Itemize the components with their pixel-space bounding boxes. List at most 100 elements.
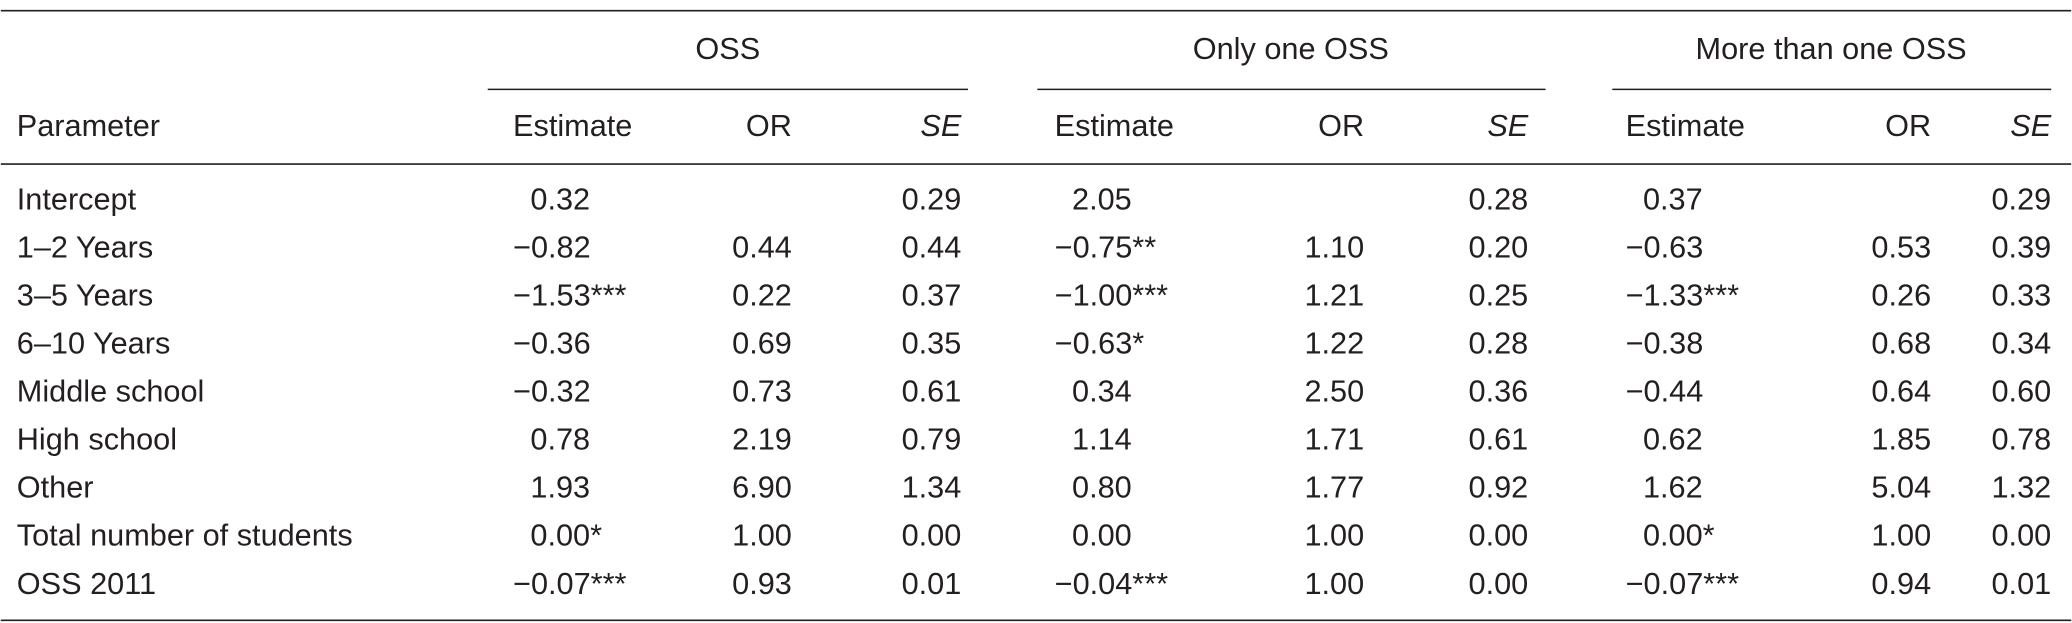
column-header: OR bbox=[746, 108, 792, 143]
cell: 0.69 bbox=[732, 326, 792, 361]
cell: −1.33*** bbox=[1626, 278, 1739, 313]
cell: 0.79 bbox=[902, 422, 962, 457]
cell: 0.28 bbox=[1469, 326, 1529, 361]
cell: 0.60 bbox=[1992, 374, 2052, 409]
cell: 0.01 bbox=[902, 566, 962, 601]
cell: 0.64 bbox=[1871, 374, 1931, 409]
row-label: 6–10 Years bbox=[17, 326, 171, 361]
cell: 0.37 bbox=[1643, 182, 1703, 217]
cell: 0.61 bbox=[1469, 422, 1529, 457]
cell: 0.80 bbox=[1072, 470, 1132, 505]
cell: −0.07*** bbox=[1626, 566, 1739, 601]
cell: 0.78 bbox=[1992, 422, 2052, 457]
cell: 0.44 bbox=[902, 230, 962, 265]
cell: 0.53 bbox=[1871, 230, 1931, 265]
cell: −0.32 bbox=[513, 374, 591, 409]
group-header: OSS bbox=[695, 31, 760, 66]
cell: 0.73 bbox=[732, 374, 792, 409]
cell: −0.38 bbox=[1626, 326, 1704, 361]
cell: 0.94 bbox=[1871, 566, 1931, 601]
cell: 0.28 bbox=[1469, 182, 1529, 217]
cell: −1.53*** bbox=[513, 278, 626, 313]
cell: 0.20 bbox=[1469, 230, 1529, 265]
cell: 0.37 bbox=[902, 278, 962, 313]
column-header: SE bbox=[920, 108, 961, 143]
cell: 0.78 bbox=[530, 422, 590, 457]
cell: 0.44 bbox=[732, 230, 792, 265]
row-label: Middle school bbox=[17, 374, 205, 409]
cell: 0.00* bbox=[530, 518, 602, 553]
cell: 0.29 bbox=[902, 182, 962, 217]
group-header: More than one OSS bbox=[1696, 31, 1967, 66]
cell: 0.00 bbox=[1072, 518, 1132, 553]
cell: 0.39 bbox=[1992, 230, 2052, 265]
cell: 1.32 bbox=[1992, 470, 2052, 505]
cell: −0.75** bbox=[1055, 230, 1157, 265]
cell: 0.93 bbox=[732, 566, 792, 601]
row-label: Total number of students bbox=[17, 518, 353, 553]
cell: 0.22 bbox=[732, 278, 792, 313]
column-header: Estimate bbox=[1055, 108, 1174, 143]
cell: 0.00 bbox=[1469, 566, 1529, 601]
cell: 0.26 bbox=[1871, 278, 1931, 313]
cell: −0.44 bbox=[1626, 374, 1704, 409]
row-label: High school bbox=[17, 422, 177, 457]
cell: 1.14 bbox=[1072, 422, 1132, 457]
cell: 0.34 bbox=[1992, 326, 2052, 361]
cell: 5.04 bbox=[1871, 470, 1931, 505]
cell: 1.71 bbox=[1304, 422, 1364, 457]
cell: 1.93 bbox=[530, 470, 590, 505]
cell: 1.77 bbox=[1304, 470, 1364, 505]
cell: 0.29 bbox=[1992, 182, 2052, 217]
column-header: SE bbox=[1487, 108, 1528, 143]
cell: 0.34 bbox=[1072, 374, 1132, 409]
cell: 1.21 bbox=[1304, 278, 1364, 313]
cell: 0.33 bbox=[1992, 278, 2052, 313]
column-header: OR bbox=[1318, 108, 1364, 143]
row-label: Intercept bbox=[17, 182, 137, 217]
cell: 1.62 bbox=[1643, 470, 1703, 505]
cell: −0.63 bbox=[1626, 230, 1704, 265]
cell: 1.22 bbox=[1304, 326, 1364, 361]
cell: −0.63* bbox=[1055, 326, 1145, 361]
row-label: OSS 2011 bbox=[17, 566, 156, 601]
row-label: 1–2 Years bbox=[17, 230, 153, 265]
cell: −0.07*** bbox=[513, 566, 626, 601]
cell: 1.85 bbox=[1871, 422, 1931, 457]
cell: 0.25 bbox=[1469, 278, 1529, 313]
cell: 0.61 bbox=[902, 374, 962, 409]
cell: 6.90 bbox=[732, 470, 792, 505]
cell: 0.01 bbox=[1992, 566, 2052, 601]
cell: 0.68 bbox=[1871, 326, 1931, 361]
cell: 0.00 bbox=[1992, 518, 2052, 553]
cell: 0.92 bbox=[1469, 470, 1529, 505]
column-header: Parameter bbox=[17, 108, 160, 143]
cell: −1.00*** bbox=[1055, 278, 1168, 313]
cell: −0.82 bbox=[513, 230, 591, 265]
column-header: Estimate bbox=[1626, 108, 1745, 143]
cell: 2.05 bbox=[1072, 182, 1132, 217]
cell: 1.10 bbox=[1304, 230, 1364, 265]
cell: 0.35 bbox=[902, 326, 962, 361]
group-header: Only one OSS bbox=[1193, 31, 1389, 66]
cell: 2.50 bbox=[1304, 374, 1364, 409]
column-header: SE bbox=[2010, 108, 2051, 143]
cell: 1.34 bbox=[902, 470, 962, 505]
cell: 0.00 bbox=[1469, 518, 1529, 553]
cell: −0.04*** bbox=[1055, 566, 1168, 601]
cell: 0.00* bbox=[1643, 518, 1715, 553]
cell: 0.62 bbox=[1643, 422, 1703, 457]
cell: −0.36 bbox=[513, 326, 591, 361]
cell: 0.36 bbox=[1469, 374, 1529, 409]
column-header: OR bbox=[1885, 108, 1931, 143]
cell: 0.00 bbox=[902, 518, 962, 553]
cell: 1.00 bbox=[1871, 518, 1931, 553]
cell: 2.19 bbox=[732, 422, 792, 457]
column-header: Estimate bbox=[513, 108, 632, 143]
cell: 0.32 bbox=[530, 182, 590, 217]
row-label: 3–5 Years bbox=[17, 278, 153, 313]
cell: 1.00 bbox=[1304, 566, 1364, 601]
row-label: Other bbox=[17, 470, 94, 505]
